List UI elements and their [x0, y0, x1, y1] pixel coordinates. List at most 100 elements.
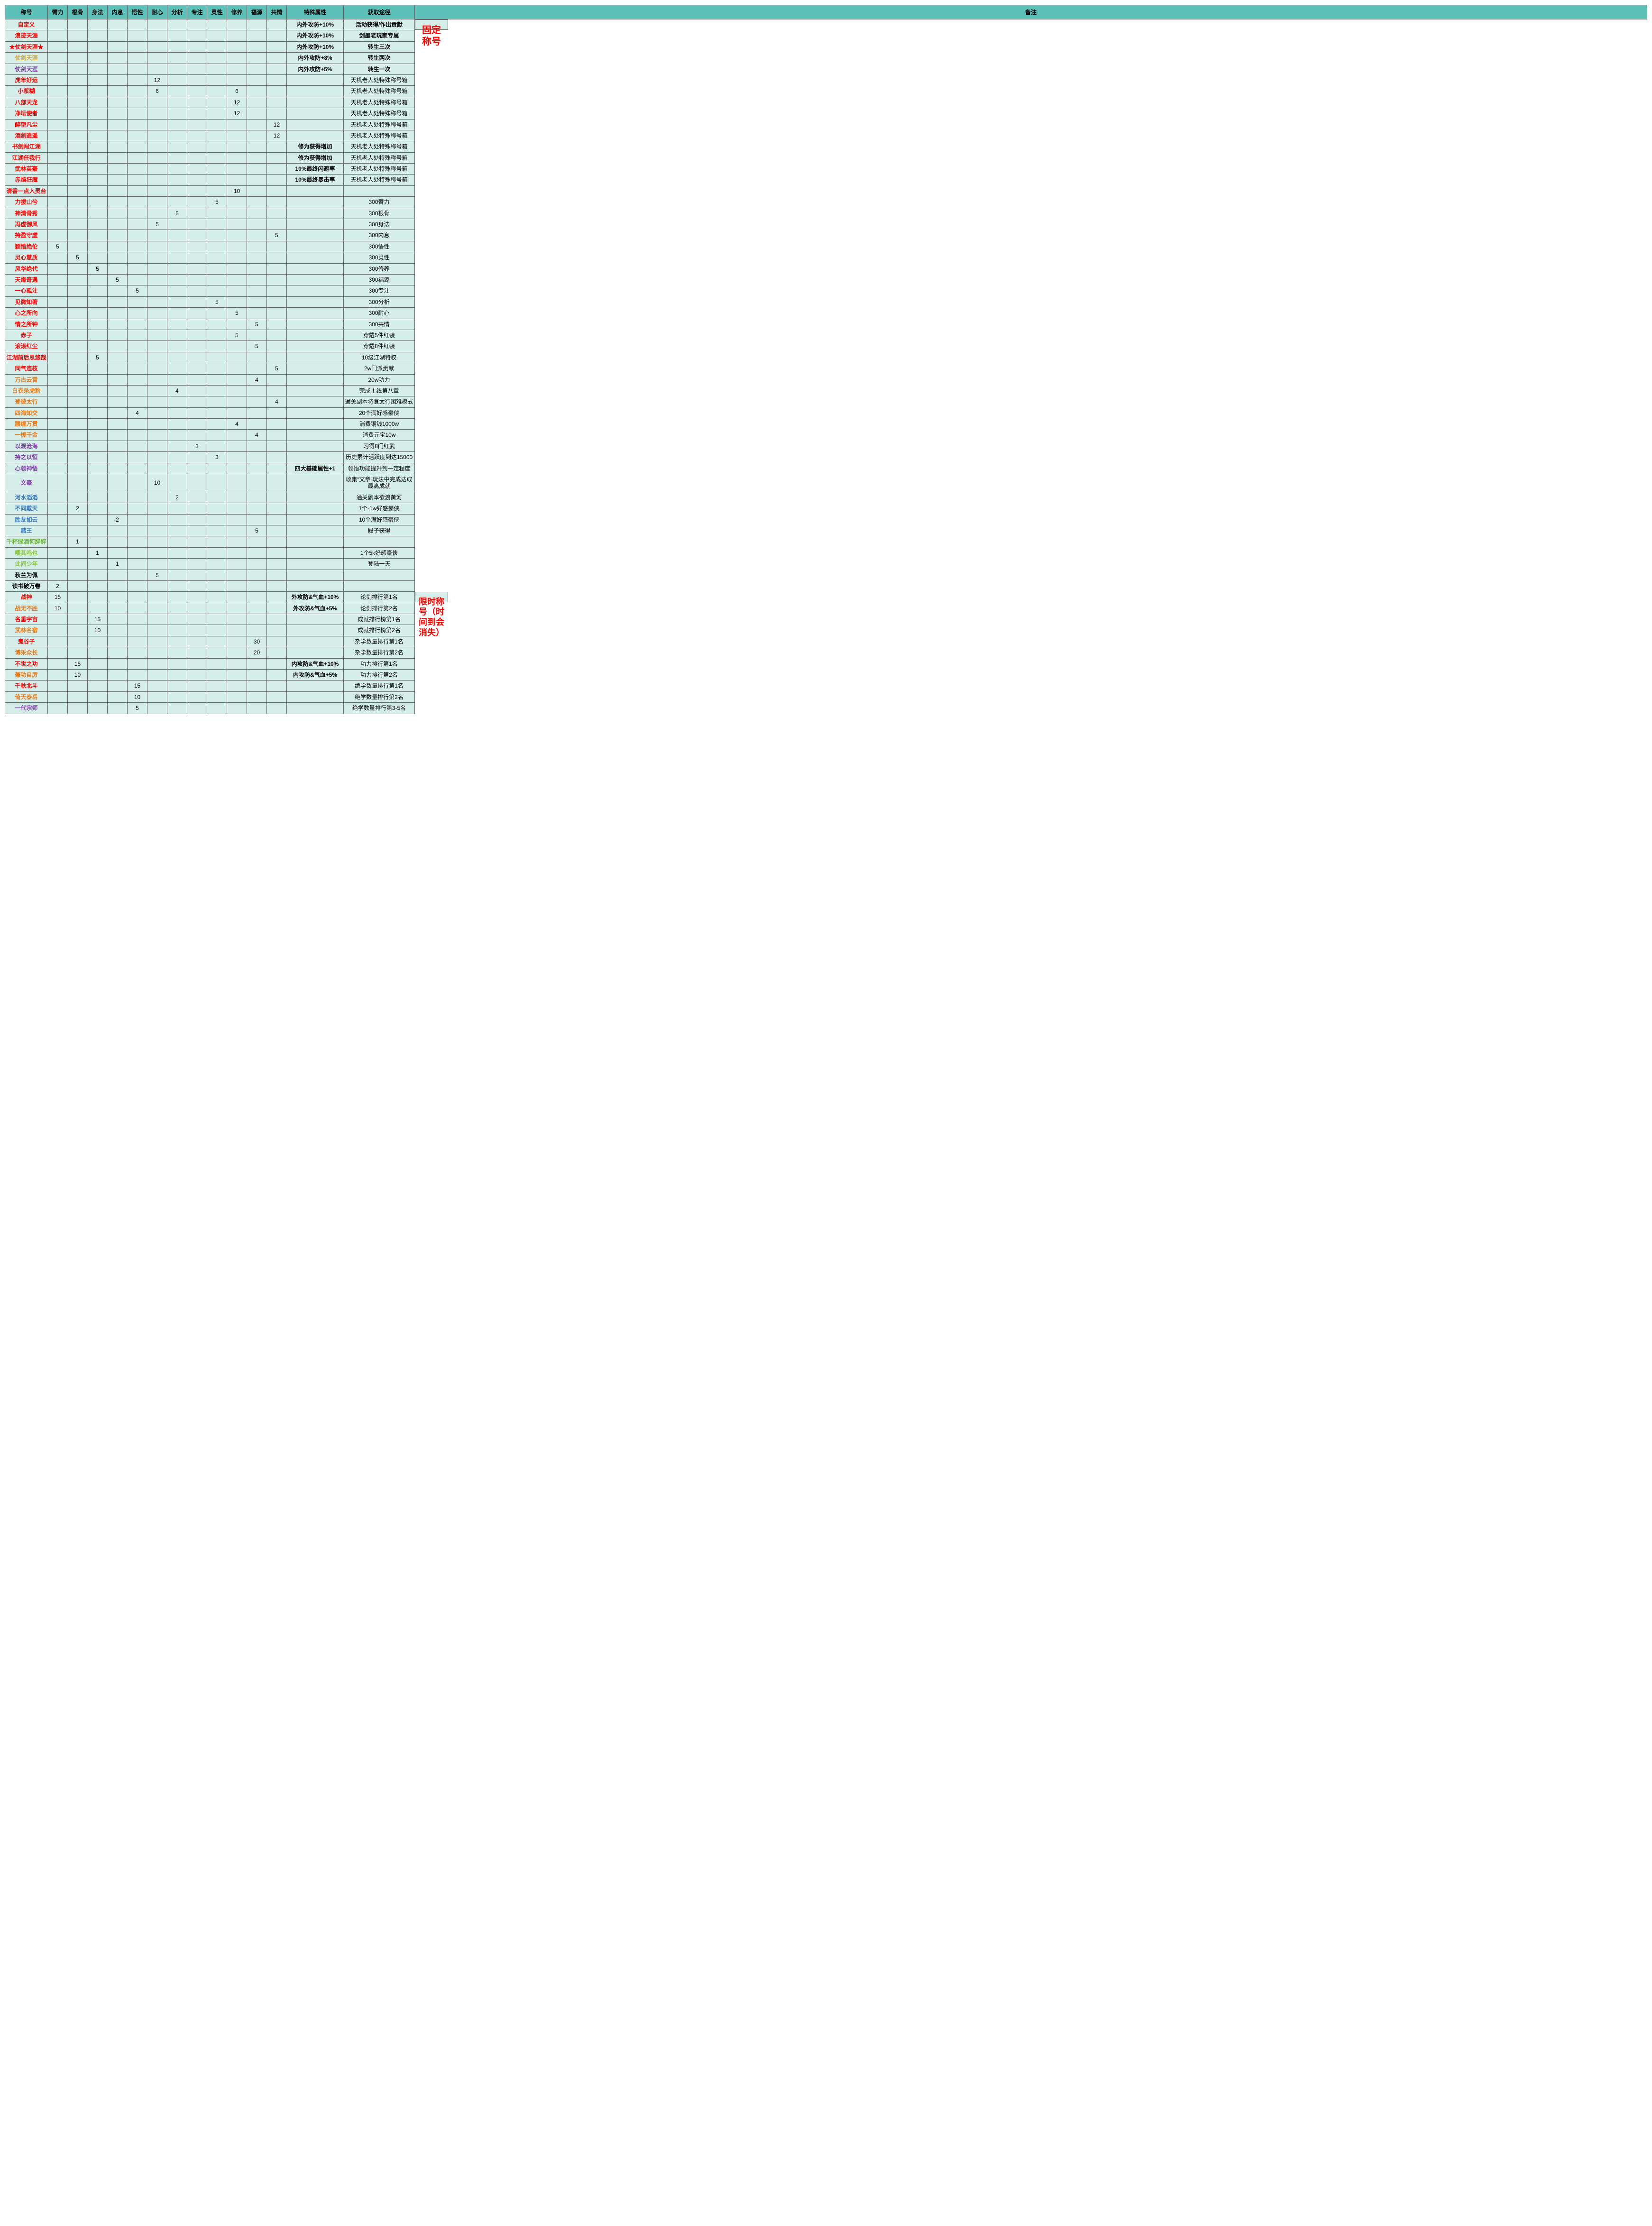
table-row: 此间少年1登陆一天 [5, 559, 1647, 570]
source-cell: 天机老人处特殊称号箱 [344, 175, 415, 185]
special-attr-cell: 四大基础属性+1 [287, 463, 344, 474]
stat-cell [187, 525, 207, 536]
stat-cell [247, 185, 267, 196]
stat-cell: 10 [88, 625, 108, 636]
stat-cell [187, 230, 207, 241]
stat-cell [207, 670, 227, 681]
stat-cell [128, 308, 147, 319]
header-4: 内息 [108, 5, 128, 19]
stat-cell [88, 185, 108, 196]
stat-cell: 5 [207, 296, 227, 307]
stat-cell [68, 463, 88, 474]
stat-cell [167, 230, 187, 241]
stat-cell [167, 559, 187, 570]
special-attr-cell [287, 547, 344, 558]
stat-cell [167, 219, 187, 230]
stat-cell [68, 19, 88, 30]
stat-cell [187, 385, 207, 396]
stat-cell [207, 97, 227, 108]
stat-cell [108, 185, 128, 196]
stat-cell [227, 492, 247, 503]
special-attr-cell [287, 208, 344, 219]
source-cell: 功力排行第1名 [344, 658, 415, 669]
stat-cell: 5 [128, 703, 147, 714]
stat-cell [88, 374, 108, 385]
stat-cell [68, 614, 88, 625]
special-attr-cell [287, 525, 344, 536]
stat-cell [48, 108, 68, 119]
titles-table: 称号臂力根骨身法内息悟性耐心分析专注灵性修养福源共情特殊属性获取途径备注 自定义… [5, 5, 1647, 714]
stat-cell [147, 580, 167, 591]
source-cell: 300耐心 [344, 308, 415, 319]
stat-cell [247, 285, 267, 296]
special-attr-cell [287, 219, 344, 230]
stat-cell [187, 285, 207, 296]
stat-cell [88, 647, 108, 658]
stat-cell [147, 514, 167, 525]
stat-cell [68, 514, 88, 525]
stat-cell [227, 141, 247, 152]
stat-cell [128, 19, 147, 30]
stat-cell [247, 463, 267, 474]
stat-cell [247, 41, 267, 52]
stat-cell [68, 308, 88, 319]
stat-cell [167, 263, 187, 274]
stat-cell [88, 341, 108, 352]
stat-cell [128, 30, 147, 41]
stat-cell [187, 97, 207, 108]
stat-cell: 20 [247, 647, 267, 658]
stat-cell [88, 514, 108, 525]
stat-cell [167, 603, 187, 614]
special-attr-cell: 内外攻防+10% [287, 41, 344, 52]
title-cell: 天缘奇遇 [5, 274, 48, 285]
stat-cell [167, 41, 187, 52]
source-cell: 习得8门红武 [344, 441, 415, 451]
stat-cell [88, 703, 108, 714]
stat-cell [167, 592, 187, 603]
table-row: 小浆糊66天机老人处特殊称号箱 [5, 86, 1647, 97]
stat-cell [247, 352, 267, 363]
stat-cell [227, 670, 247, 681]
stat-cell [128, 430, 147, 441]
stat-cell [108, 230, 128, 241]
title-cell: 虎年好运 [5, 74, 48, 85]
stat-cell [167, 658, 187, 669]
stat-cell [88, 396, 108, 407]
source-cell: 天机老人处特殊称号箱 [344, 108, 415, 119]
stat-cell: 10 [147, 474, 167, 492]
stat-cell [68, 570, 88, 580]
stat-cell [167, 463, 187, 474]
stat-cell [48, 647, 68, 658]
stat-cell [147, 492, 167, 503]
stat-cell [147, 108, 167, 119]
stat-cell [88, 164, 108, 175]
stat-cell [48, 119, 68, 130]
table-row: 醉望凡尘12天机老人处特殊称号箱 [5, 119, 1647, 130]
source-cell: 天机老人处特殊称号箱 [344, 141, 415, 152]
source-cell: 天机老人处特殊称号箱 [344, 119, 415, 130]
stat-cell [48, 74, 68, 85]
stat-cell [147, 559, 167, 570]
table-row: 战神15外攻防&气血+10%论剑排行第1名限时称号（时间到会消失） [5, 592, 1647, 603]
stat-cell [187, 19, 207, 30]
stat-cell [68, 241, 88, 252]
stat-cell [128, 396, 147, 407]
stat-cell: 10 [48, 603, 68, 614]
stat-cell [247, 514, 267, 525]
title-cell: 仗剑天涯 [5, 64, 48, 74]
stat-cell [48, 308, 68, 319]
stat-cell [128, 474, 147, 492]
stat-cell [128, 152, 147, 163]
stat-cell [88, 108, 108, 119]
stat-cell [247, 474, 267, 492]
stat-cell [108, 580, 128, 591]
special-attr-cell [287, 197, 344, 208]
stat-cell [247, 230, 267, 241]
stat-cell [207, 407, 227, 418]
stat-cell [68, 374, 88, 385]
stat-cell [267, 108, 287, 119]
stat-cell: 4 [247, 430, 267, 441]
stat-cell [48, 208, 68, 219]
stat-cell [68, 30, 88, 41]
table-row: 江湖前后思悠哉510级江湖特权 [5, 352, 1647, 363]
